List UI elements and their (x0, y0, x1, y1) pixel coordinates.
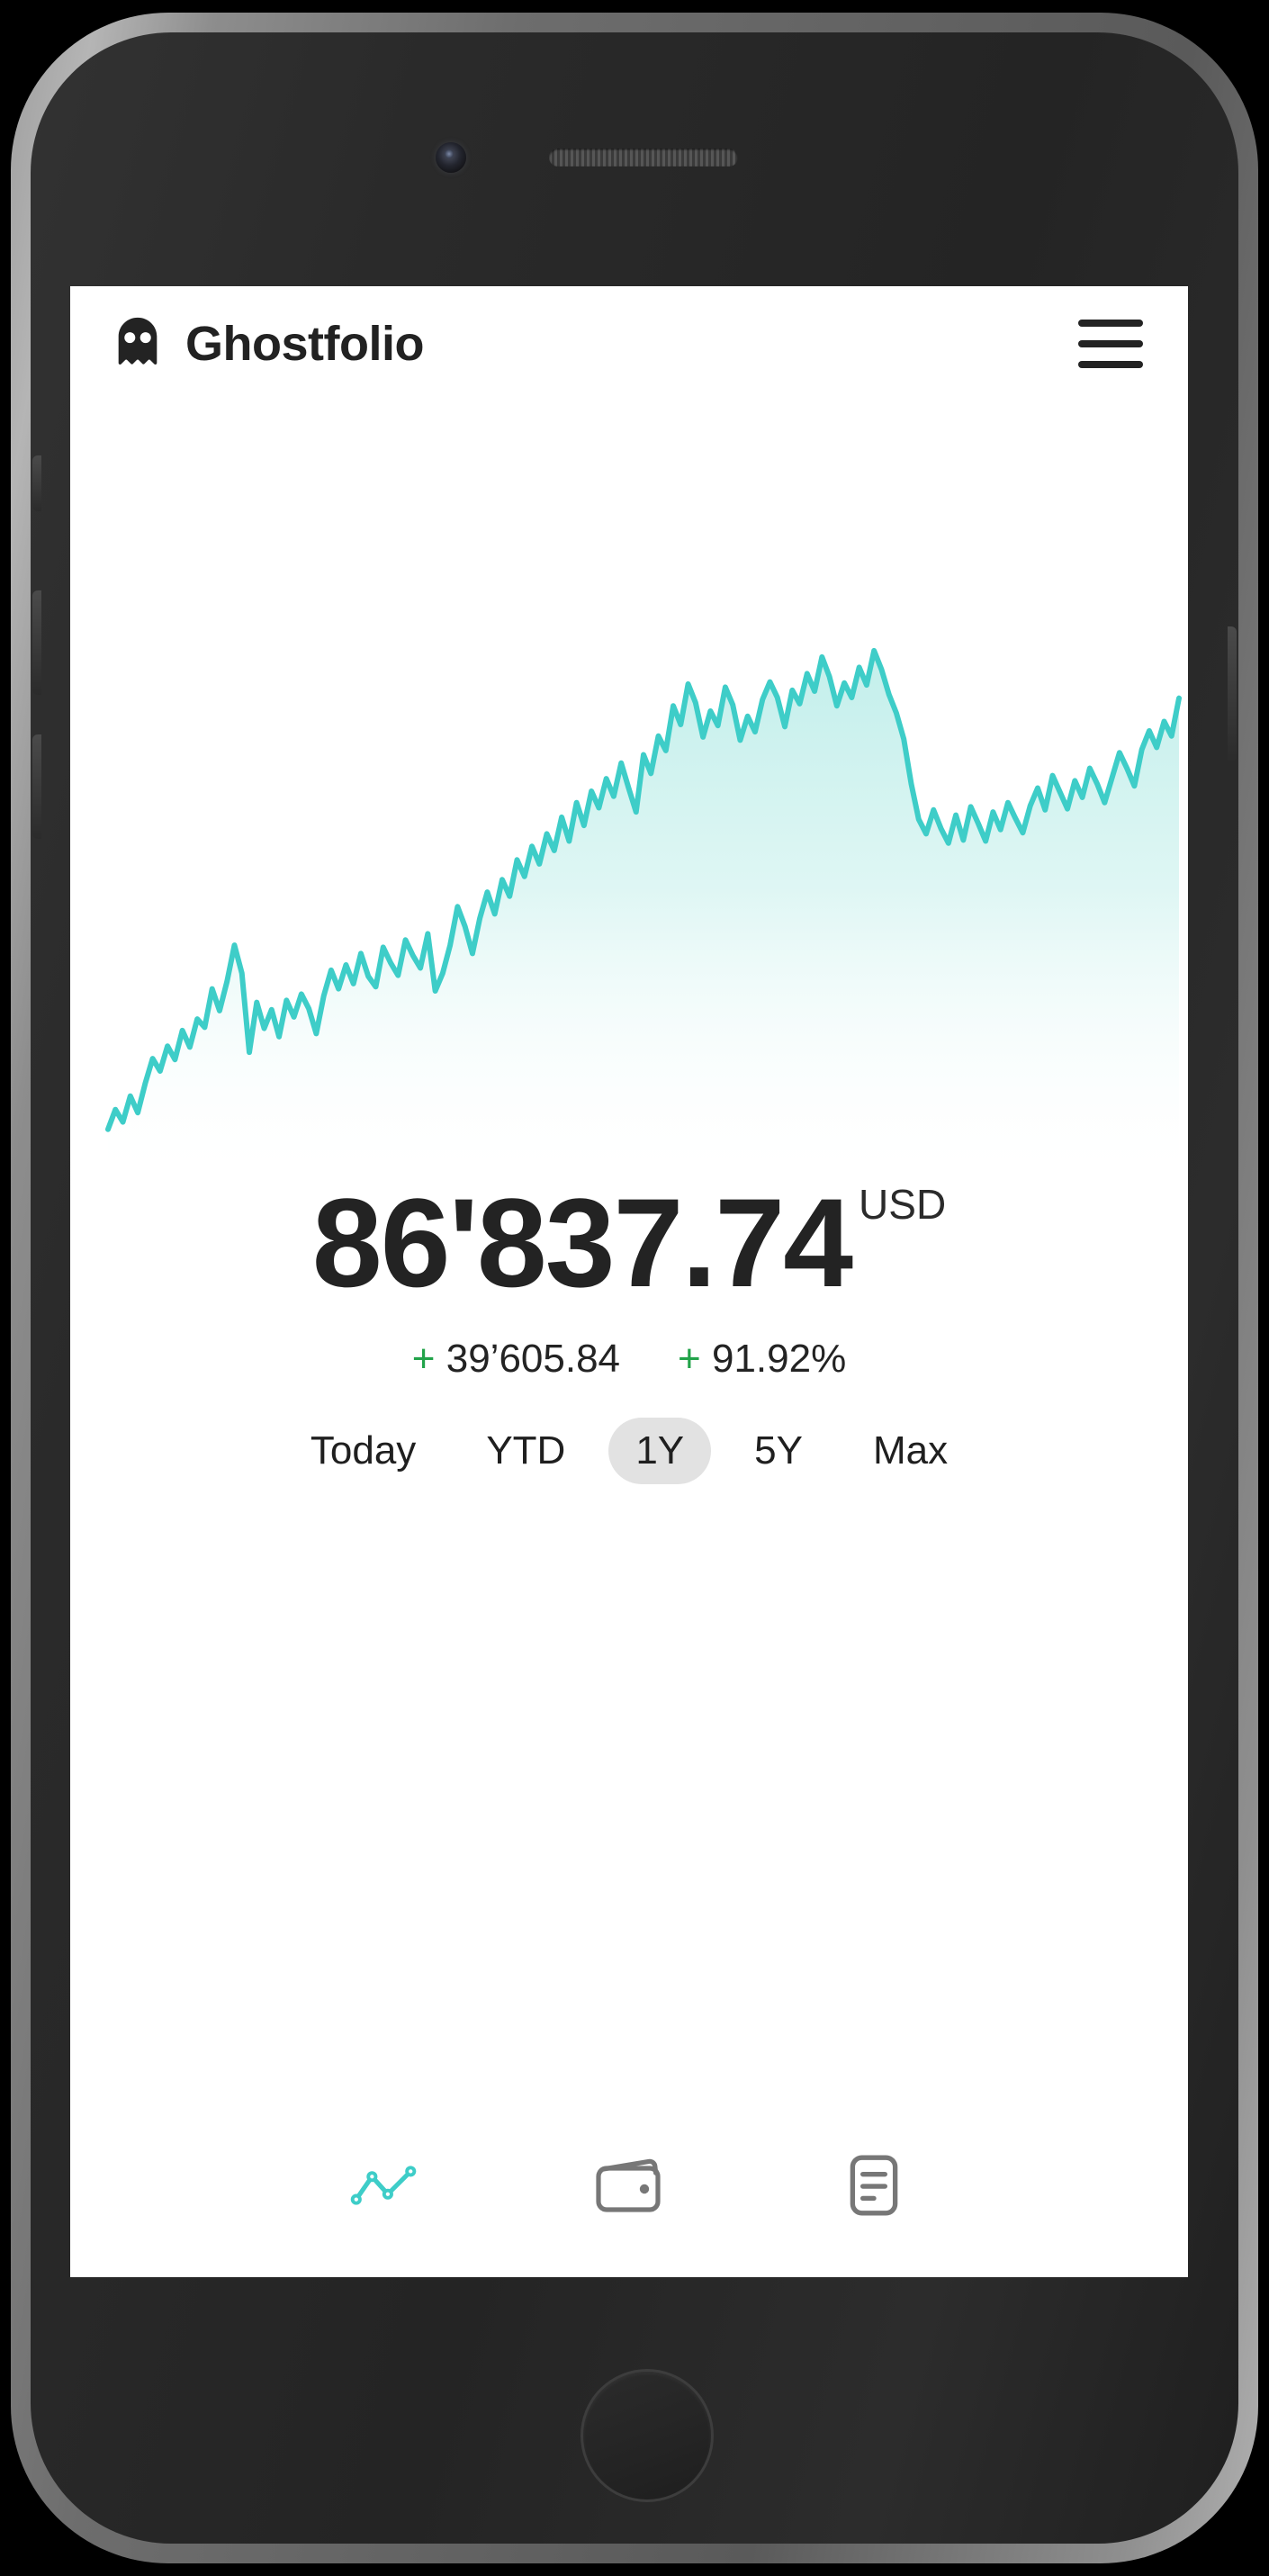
chart-line (105, 647, 1182, 1132)
nav-item-overview[interactable] (339, 2144, 429, 2230)
range-button-5y[interactable]: 5Y (727, 1418, 830, 1484)
silent-switch[interactable] (32, 455, 41, 511)
change-absolute-sign: + (411, 1337, 436, 1381)
change-absolute: + 39’605.84 (412, 1337, 620, 1382)
range-button-max[interactable]: Max (846, 1418, 975, 1484)
change-absolute-value: 39’605.84 (446, 1337, 621, 1381)
bottom-navigation (70, 2144, 1188, 2230)
brand-name: Ghostfolio (185, 317, 424, 371)
time-range-selector: Today YTD 1Y 5Y Max (70, 1418, 1188, 1485)
chart-svg (105, 647, 1182, 1177)
portfolio-change-row: + 39’605.84 + 91.92% (70, 1337, 1188, 1382)
nav-item-portfolio[interactable] (584, 2144, 674, 2230)
range-button-ytd[interactable]: YTD (459, 1418, 592, 1484)
volume-up-button[interactable] (32, 590, 41, 695)
home-button[interactable] (580, 2369, 714, 2502)
app-header: Ghostfolio (70, 286, 1188, 401)
chart-area-fill (108, 650, 1179, 1177)
phone-screen: Ghostfolio (70, 286, 1188, 2277)
hamburger-menu-icon[interactable] (1078, 319, 1143, 369)
brand-logo[interactable]: Ghostfolio (110, 314, 424, 374)
portfolio-value-row: 86'837.74 USD (70, 1180, 1188, 1306)
change-percent-sign: + (678, 1337, 701, 1381)
wallet-icon (593, 2156, 665, 2220)
range-button-1y[interactable]: 1Y (608, 1418, 712, 1485)
hamburger-line (1078, 320, 1143, 327)
hamburger-line (1078, 340, 1143, 347)
app-main: 86'837.74 USD + 39’605.84 + 91.92% Today… (70, 401, 1188, 2277)
camera-lens-icon (436, 142, 466, 173)
portfolio-performance-chart[interactable] (70, 637, 1188, 1177)
line-chart-icon (349, 2160, 419, 2215)
change-percent-value: 91.92% (711, 1337, 847, 1381)
portfolio-currency: USD (859, 1181, 947, 1228)
volume-down-button[interactable] (32, 734, 41, 839)
change-percent: + 91.92% (678, 1337, 846, 1382)
range-button-today[interactable]: Today (284, 1418, 443, 1484)
nav-item-summary[interactable] (829, 2144, 919, 2230)
ghost-icon (110, 314, 166, 374)
portfolio-value-block: 86'837.74 USD + 39’605.84 + 91.92% Today… (70, 1180, 1188, 1485)
power-button[interactable] (1228, 626, 1237, 761)
document-icon (844, 2152, 904, 2223)
earpiece-speaker-icon (549, 149, 738, 167)
portfolio-value: 86'837.74 (311, 1172, 853, 1313)
hamburger-line (1078, 361, 1143, 368)
